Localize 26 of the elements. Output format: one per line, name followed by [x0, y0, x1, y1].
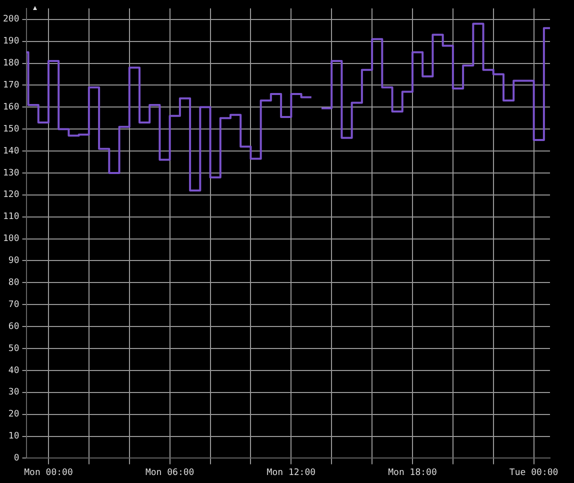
- x-tick-label: Mon 12:00: [266, 468, 316, 478]
- y-tick-label: 20: [8, 410, 20, 420]
- x-tick-label: Mon 00:00: [24, 468, 73, 478]
- x-tick-label: Mon 06:00: [145, 468, 194, 478]
- y-tick-label: 180: [2, 58, 20, 69]
- y-tick-label: 60: [8, 322, 20, 332]
- y-tick-label: 120: [2, 190, 20, 200]
- y-tick-label: 70: [8, 300, 20, 310]
- y-tick-label: 100: [2, 234, 20, 244]
- y-tick-label: 160: [2, 102, 20, 112]
- y-tick-label: 170: [2, 80, 20, 91]
- y-tick-label: 200: [2, 14, 20, 25]
- y-tick-label: 80: [8, 278, 20, 288]
- x-tick-label: Tue 00:00: [509, 468, 558, 478]
- y-tick-label: 90: [8, 256, 20, 266]
- y-tick-label: 10: [8, 432, 20, 442]
- y-tick-label: 0: [14, 454, 20, 464]
- y-tick-label: 190: [2, 36, 20, 47]
- y-tick-label: 140: [2, 146, 20, 156]
- y-tick-label: 130: [2, 168, 20, 178]
- y-tick-label: 150: [2, 124, 20, 134]
- y-tick-label: 30: [8, 388, 20, 398]
- y-tick-label: 40: [8, 366, 20, 376]
- y-tick-label: 110: [2, 212, 20, 222]
- y-tick-label: 50: [8, 344, 20, 354]
- x-tick-label: Mon 18:00: [388, 468, 437, 478]
